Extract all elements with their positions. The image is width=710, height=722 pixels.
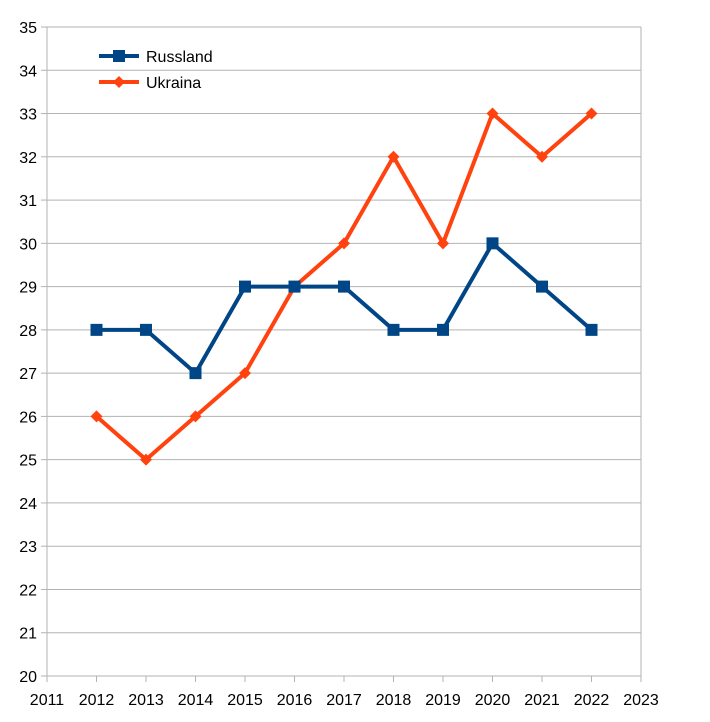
data-point-russland [90,323,103,336]
legend-label-ukraina: Ukraina [146,75,201,92]
x-tick-label: 2011 [30,692,65,709]
legend-marker-russland [113,50,125,62]
x-tick-label: 2020 [475,692,511,709]
y-tick-label: 22 [19,582,37,599]
data-point-ukraina [90,410,103,423]
data-point-russland [189,367,202,380]
legend-entry-russland: Russland [99,49,213,66]
x-tick-label: 2017 [326,692,362,709]
data-point-russland [338,280,350,293]
y-tick-label: 24 [19,496,37,513]
data-point-ukraina [387,150,400,163]
y-tick-label: 34 [19,63,37,80]
x-tick-label: 2013 [128,692,164,709]
x-tick-label: 2018 [376,692,412,709]
data-point-russland [437,323,449,336]
x-tick-label: 2023 [623,692,659,709]
y-tick-label: 29 [19,280,37,297]
y-tick-label: 32 [19,150,37,167]
y-tick-label: 23 [19,539,37,556]
y-tick-label: 31 [19,193,37,210]
y-tick-label: 21 [19,626,37,643]
legend-entry-ukraina: Ukraina [99,75,201,92]
x-tick-label: 2021 [524,692,560,709]
legend: Russland Ukraina [99,49,213,92]
y-tick-label: 27 [19,366,37,383]
data-point-russland [585,323,598,336]
x-tick-label: 2022 [574,692,610,709]
data-point-ukraina [437,237,449,250]
data-point-russland [140,323,152,336]
x-tick-label: 2014 [178,692,214,709]
data-point-ukraina [239,367,251,380]
y-tick-label: 25 [19,453,37,470]
x-tick-label: 2012 [79,692,115,709]
x-tick-label: 2019 [425,692,461,709]
legend-label-russland: Russland [146,49,213,66]
grid-layer [47,26,641,677]
x-tick-label: 2016 [277,692,313,709]
y-tick-label: 28 [19,323,37,340]
data-point-ukraina [338,237,350,250]
data-point-ukraina [585,107,598,120]
data-point-russland [239,280,251,293]
x-tick-label: 2015 [227,692,263,709]
y-tick-label: 26 [19,409,37,426]
y-tick-label: 30 [19,236,37,253]
y-tick-label: 35 [19,20,37,37]
y-tick-label: 33 [19,107,37,124]
legend-marker-ukraina [113,76,125,88]
series-russland [90,237,598,380]
data-point-russland [486,237,499,250]
data-point-russland [288,280,301,293]
data-point-ukraina [486,107,499,120]
data-point-ukraina [536,150,548,163]
series-line-russland [96,241,593,376]
data-point-ukraina [189,410,202,423]
data-point-russland [536,280,548,293]
series-layer [90,107,598,466]
data-point-ukraina [140,453,152,466]
y-tick-label: 20 [19,669,37,686]
data-point-russland [387,323,400,336]
